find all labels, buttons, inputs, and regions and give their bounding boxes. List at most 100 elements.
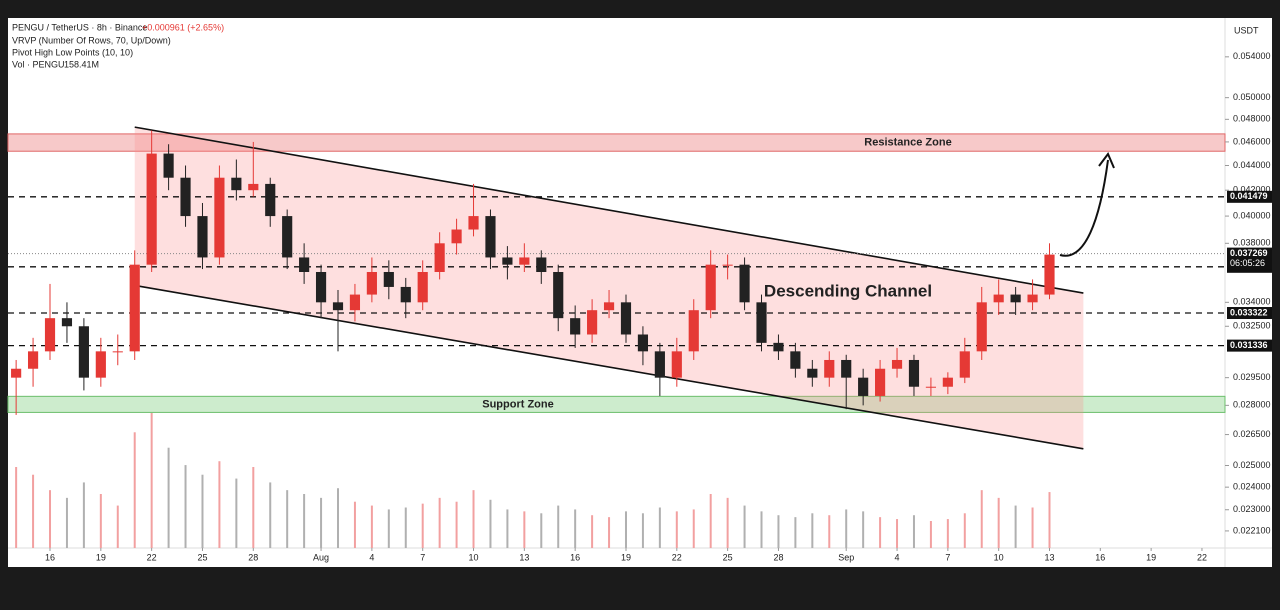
candle-body — [858, 377, 869, 396]
volume-bar — [540, 513, 543, 548]
price-box — [1227, 307, 1272, 320]
volume-bar — [184, 465, 187, 548]
volume-bar — [963, 513, 966, 548]
candle-body — [1027, 294, 1038, 303]
y-tick-label: 0.042000 — [1233, 185, 1271, 195]
channel-label: Descending Channel — [764, 281, 932, 300]
volume-bar — [743, 505, 746, 548]
y-tick-label: 0.040000 — [1233, 210, 1271, 220]
zone-label: Support Zone — [482, 398, 554, 410]
candle-body — [332, 302, 344, 311]
volume-bar — [896, 519, 899, 548]
candle-body — [807, 368, 818, 378]
price-label: 0.033322 — [1230, 307, 1268, 317]
arrow-head — [1098, 152, 1115, 169]
candle-body — [265, 183, 276, 217]
candle-body — [925, 386, 936, 388]
volume-bar — [269, 482, 272, 548]
countdown: 06:05:26 — [1230, 258, 1265, 268]
volume-bar — [980, 490, 983, 548]
volume-bar — [879, 517, 882, 548]
y-tick-label: 0.050000 — [1233, 92, 1271, 102]
volume-bar — [726, 497, 729, 548]
candle-body — [163, 153, 174, 178]
volume-bar — [421, 503, 424, 548]
candle-body — [756, 302, 767, 343]
volume-bar — [608, 517, 611, 548]
x-tick-label: 25 — [197, 552, 207, 562]
candle-body — [519, 257, 530, 265]
x-tick-label: 7 — [420, 552, 425, 562]
price-box — [1227, 339, 1272, 352]
volume-bar — [353, 501, 356, 548]
candle-body — [959, 351, 970, 378]
channel-line — [134, 284, 1084, 450]
volume-bar — [641, 513, 644, 548]
volume-bar — [387, 509, 390, 548]
volume-bar — [49, 490, 52, 548]
candle-body — [654, 351, 665, 378]
candle-body — [44, 318, 56, 352]
volume-label: Vol · PENGU — [12, 59, 65, 69]
candle-body — [11, 368, 22, 378]
y-tick-label: 0.048000 — [1233, 114, 1271, 124]
price-label: 0.031336 — [1230, 340, 1268, 350]
volume-bar — [845, 509, 848, 548]
x-tick-label: 13 — [1044, 552, 1054, 562]
candle-body — [841, 359, 852, 378]
x-tick-label: 16 — [45, 552, 55, 562]
candle-body — [993, 294, 1004, 303]
candle-body — [976, 302, 987, 352]
candle-body — [587, 310, 598, 335]
volume-bar — [65, 497, 68, 548]
price-box — [1227, 190, 1272, 203]
y-tick-label: 0.054000 — [1233, 51, 1271, 61]
candle-body — [315, 271, 327, 303]
x-tick-label: 22 — [672, 552, 682, 562]
volume-bar — [709, 494, 712, 548]
volume-bar — [438, 497, 441, 548]
x-tick-label: 22 — [1197, 552, 1207, 562]
candle-body — [112, 351, 123, 353]
candle-body — [942, 377, 953, 387]
volume-bar — [794, 517, 797, 548]
x-tick-label: 28 — [248, 552, 258, 562]
candle-body — [231, 177, 242, 191]
volume-bar — [15, 467, 18, 548]
y-tick-label: 0.025000 — [1233, 460, 1271, 470]
volume-bar — [811, 513, 814, 548]
volume-bar — [658, 507, 661, 548]
volume-bar — [472, 490, 475, 548]
x-tick-label: 13 — [519, 552, 529, 562]
volume-bar — [675, 511, 678, 548]
y-tick-label: 0.024000 — [1233, 482, 1271, 492]
candle-body — [671, 351, 682, 378]
volume-bar — [133, 432, 136, 548]
volume-bar — [286, 490, 289, 548]
price-label: 0.037269 — [1230, 248, 1268, 258]
y-tick-label: 0.038000 — [1233, 238, 1271, 248]
volume-bar — [218, 461, 221, 548]
candle-body — [78, 326, 89, 378]
x-tick-label: 4 — [369, 552, 374, 562]
candle-body — [739, 264, 750, 303]
zone — [7, 395, 1226, 413]
candle-body — [349, 294, 361, 311]
indicator: VRVP (Number Of Rows, 70, Up/Down) — [12, 35, 171, 45]
candle-body — [27, 351, 39, 369]
candle-body — [688, 310, 699, 352]
volume-bar — [99, 494, 102, 548]
candle-body — [214, 177, 225, 258]
y-tick-label: 0.022100 — [1233, 525, 1271, 535]
y-tick-label: 0.023000 — [1233, 504, 1271, 514]
volume-bar — [946, 519, 949, 548]
candle-body — [468, 216, 479, 230]
volume-bar — [404, 507, 407, 548]
x-tick-label: Sep — [838, 552, 854, 562]
candle-body — [61, 318, 73, 327]
volume-bar — [116, 505, 119, 548]
volume-bar — [252, 467, 255, 548]
volume-bar — [929, 521, 932, 548]
y-tick-label: 0.034000 — [1233, 297, 1271, 307]
candle-body — [1010, 294, 1021, 303]
